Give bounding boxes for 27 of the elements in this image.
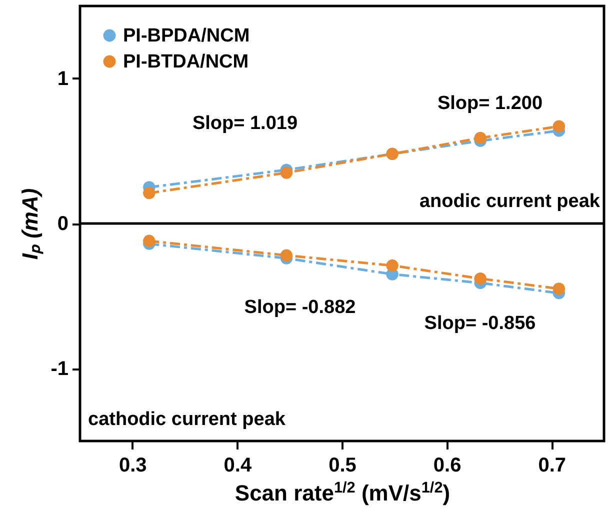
point — [474, 272, 486, 285]
y-axis-title: Iₚ (mA) — [18, 188, 44, 260]
x-tick-label: 0.5 — [328, 454, 356, 476]
annotation: Slop= -0.856 — [424, 313, 536, 334]
annotation: Slop= 1.019 — [192, 113, 298, 134]
annotation: Slop= -0.882 — [244, 297, 356, 318]
legend-label: PI-BTDA/NCM — [123, 52, 249, 72]
point — [386, 259, 398, 272]
annotation: Slop= 1.200 — [437, 93, 543, 114]
y-tick-label: -1 — [50, 358, 68, 380]
y-tick-label: 1 — [57, 68, 68, 90]
y-tick-label: 0 — [57, 213, 68, 235]
point — [143, 234, 156, 248]
point — [552, 282, 566, 295]
x-tick-label: 0.6 — [433, 454, 462, 476]
point — [280, 166, 293, 179]
x-axis-title: Scan rate$^{1/2}$ (mV/s$^{1/2}$) — [234, 479, 450, 506]
x-tick-label: 0.4 — [224, 454, 252, 476]
point — [280, 249, 293, 262]
x-tick-label: 0.3 — [118, 454, 147, 476]
annotation: cathodic current peak — [88, 409, 286, 430]
legend-label: PI-BPDA/NCM — [123, 26, 250, 46]
x-tick-label: 0.7 — [538, 454, 566, 476]
annotation: anodic current peak — [419, 191, 600, 212]
point — [474, 132, 486, 144]
point — [143, 186, 156, 200]
point — [552, 120, 566, 132]
